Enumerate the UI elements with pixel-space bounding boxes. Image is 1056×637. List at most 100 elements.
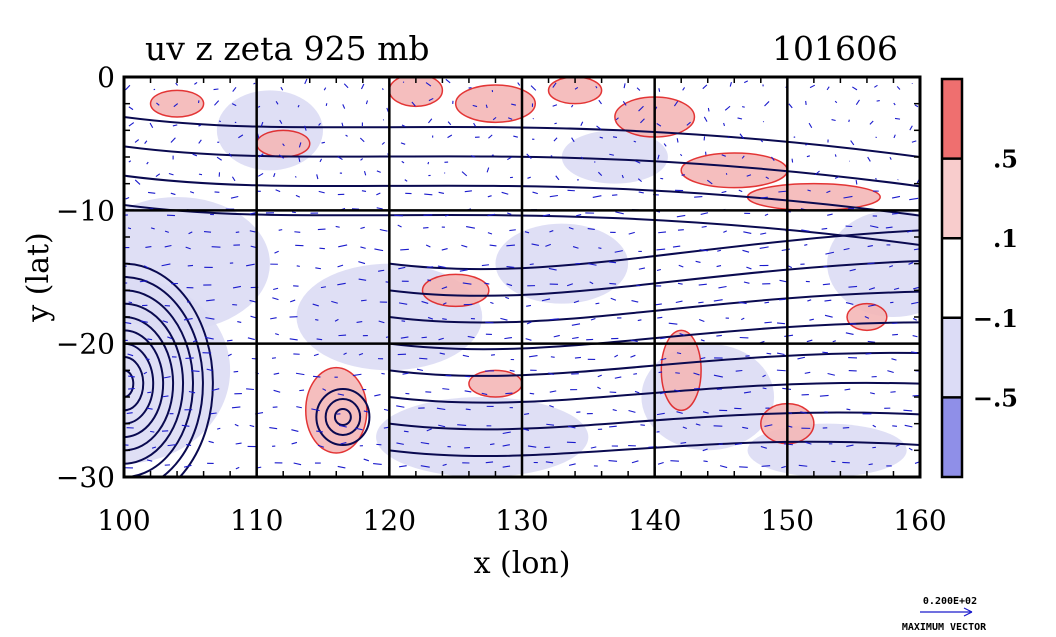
- wind-vector: [363, 410, 369, 413]
- wind-vector: [735, 369, 743, 372]
- wind-vector: [707, 107, 710, 112]
- wind-vector: [701, 225, 707, 228]
- wind-vector: [674, 389, 681, 393]
- wind-vector: [343, 352, 347, 356]
- colorbar-tick-labels: .5 .1 −.1 −.5: [942, 145, 1018, 412]
- wind-vector: [228, 153, 232, 157]
- height-contour: [389, 411, 920, 431]
- wind-vector: [505, 296, 510, 300]
- wind-vector: [903, 409, 913, 412]
- wind-vector: [172, 124, 178, 127]
- wind-vector: [595, 85, 598, 89]
- wind-vector: [541, 298, 551, 302]
- wind-vector: [526, 321, 532, 325]
- wind-vector: [638, 267, 646, 270]
- height-contour: [124, 174, 920, 217]
- wind-vector: [612, 194, 618, 196]
- y-tick-label: 0: [97, 61, 115, 94]
- wind-vector: [378, 320, 385, 324]
- wind-vector: [198, 173, 203, 176]
- wind-vector: [896, 86, 901, 90]
- wind-vector: [258, 153, 264, 158]
- wind-vector: [743, 231, 752, 234]
- wind-vector: [598, 99, 602, 105]
- wind-vector: [869, 392, 875, 395]
- wind-vector: [868, 304, 876, 307]
- wind-vector: [655, 303, 662, 306]
- wind-vector: [672, 245, 681, 248]
- wind-vector: [809, 84, 816, 89]
- wind-vector: [260, 121, 264, 127]
- wind-vector: [843, 247, 850, 251]
- wind-vector: [614, 354, 619, 358]
- wind-vector: [342, 104, 346, 109]
- wind-vector: [825, 251, 835, 255]
- wind-vector: [867, 262, 875, 265]
- wind-vector: [188, 231, 193, 235]
- wind-vector: [374, 248, 384, 252]
- wind-vector: [321, 141, 325, 144]
- wind-vector: [552, 104, 558, 107]
- wind-vector: [466, 226, 476, 229]
- wind-vector: [742, 106, 745, 108]
- wind-vector: [723, 230, 727, 233]
- wind-vector: [465, 408, 471, 411]
- negative-region: [376, 397, 589, 477]
- wind-vector: [492, 116, 497, 121]
- wind-vector: [716, 265, 722, 268]
- wind-vector: [185, 246, 191, 250]
- wind-vector: [396, 442, 404, 445]
- wind-vector: [845, 302, 854, 305]
- wind-vector: [203, 231, 212, 233]
- wind-vector: [487, 195, 492, 198]
- wind-vector: [316, 430, 323, 433]
- wind-vector: [227, 353, 232, 357]
- wind-vector: [296, 406, 302, 409]
- wind-vector: [487, 232, 493, 235]
- wind-vector: [819, 394, 829, 397]
- height-contour: [124, 302, 185, 465]
- wind-vector: [864, 316, 870, 319]
- wind-vector: [397, 224, 402, 228]
- wind-vector: [865, 352, 872, 355]
- wind-vector: [656, 268, 662, 272]
- height-contour: [124, 145, 920, 188]
- wind-vector: [235, 466, 240, 470]
- wind-vector: [459, 269, 468, 272]
- wind-vector: [681, 174, 685, 176]
- wind-vector: [400, 142, 406, 145]
- wind-vector: [548, 372, 554, 375]
- wind-vector: [545, 461, 554, 464]
- wind-vector: [765, 176, 769, 180]
- wind-vector: [502, 444, 510, 447]
- wind-vector: [904, 424, 913, 428]
- wind-vector: [572, 246, 579, 249]
- y-axis: 0 −10 −20 −30: [56, 61, 920, 494]
- wind-vector: [272, 297, 279, 301]
- wind-vector: [191, 370, 200, 372]
- wind-vector: [127, 227, 132, 230]
- y-tick-label: −30: [56, 461, 115, 494]
- wind-vector: [834, 100, 838, 104]
- wind-vector: [867, 340, 876, 343]
- wind-vector: [442, 463, 447, 467]
- wind-vector: [529, 392, 535, 395]
- wind-vector: [809, 318, 814, 321]
- wind-vector: [568, 226, 574, 230]
- wind-vector: [599, 136, 604, 139]
- negative-region: [495, 223, 629, 304]
- wind-vector: [887, 370, 894, 374]
- wind-vector: [700, 339, 705, 342]
- colorbar-band: [942, 79, 962, 159]
- wind-vector: [656, 123, 662, 127]
- wind-vector: [194, 82, 198, 85]
- wind-vector: [633, 140, 637, 143]
- wind-vector: [760, 139, 764, 143]
- wind-vector: [358, 261, 366, 265]
- wind-vector: [531, 243, 540, 246]
- wind-vector: [164, 230, 169, 233]
- wind-vector: [502, 431, 511, 435]
- wind-vector: [779, 298, 786, 301]
- y-tick-label: −20: [56, 328, 115, 361]
- height-contour: [389, 321, 920, 351]
